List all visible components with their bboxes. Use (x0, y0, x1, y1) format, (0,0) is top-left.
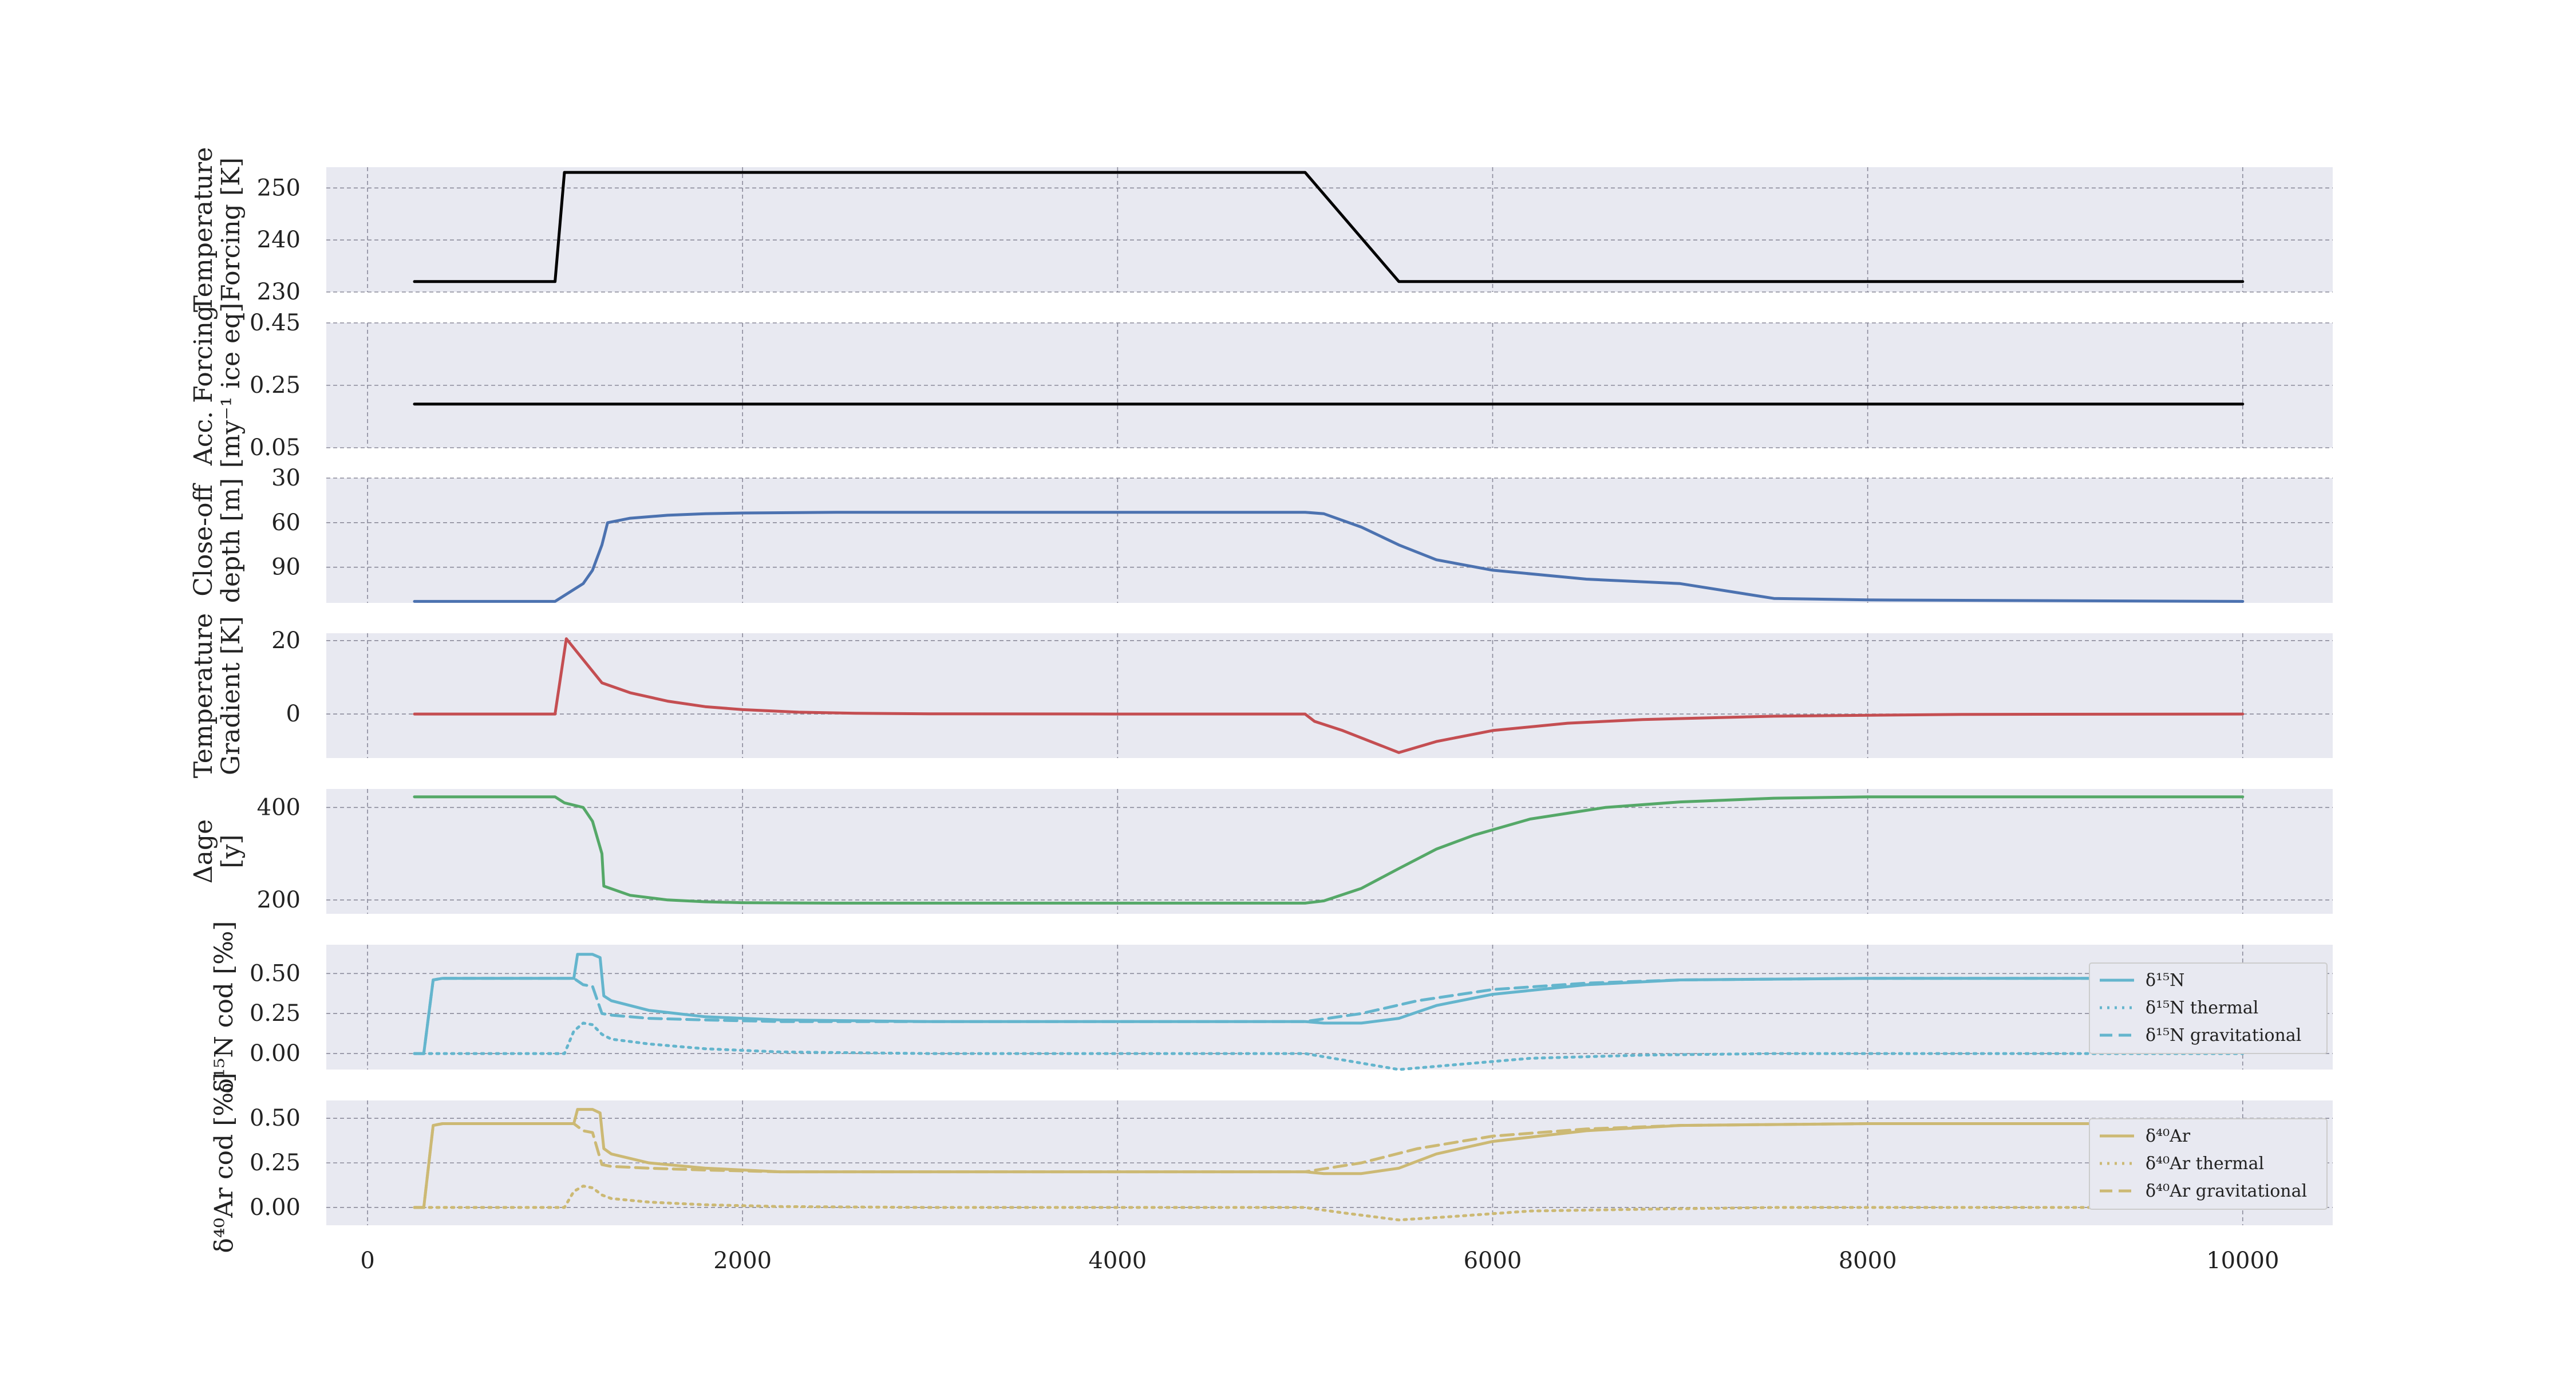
panel-background (326, 478, 2333, 603)
series-line-3 (413, 977, 2245, 1055)
panel-5: 200 400 Δage[y] (189, 789, 2333, 914)
y-axis-label: Close-offdepth [m] (189, 478, 246, 603)
series-line-2 (413, 1185, 2245, 1222)
y-axis-label: Δage[y] (189, 819, 246, 883)
legend-label: δ¹⁵N thermal (2146, 998, 2258, 1018)
panel-7: 0.00 0.25 0.50 δ⁴⁰Ar cod [‰] δ⁴⁰Ar δ⁴⁰Ar ther… (210, 1072, 2333, 1253)
y-axis-label: Acc. Forcing[my⁻¹ ice eq] (189, 303, 246, 468)
x-tick-label: 4000 (1088, 1248, 1147, 1274)
y-tick-label: 0.45 (250, 310, 301, 336)
y-tick-label: 0.25 (250, 1150, 301, 1176)
y-axis-label-line: depth [m] (216, 478, 246, 603)
y-axis-label-line: Close-off (189, 483, 218, 597)
y-tick-label: 230 (257, 279, 301, 305)
x-tick-label: 8000 (1839, 1248, 1897, 1274)
x-tick-label: 6000 (1464, 1248, 1522, 1274)
series-line-2 (413, 1021, 2245, 1071)
y-axis-label-line: δ⁴⁰Ar cod [‰] (210, 1072, 239, 1253)
y-axis-label: TemperatureGradient [K] (189, 613, 246, 778)
y-tick-label: 0.05 (250, 435, 301, 461)
legend-box (2089, 962, 2328, 1054)
legend-label: δ⁴⁰Ar gravitational (2146, 1181, 2307, 1201)
x-tick-label: 0 (360, 1248, 374, 1274)
y-tick-label: 200 (257, 887, 301, 913)
series-line-1 (413, 511, 2245, 603)
panel-4: 0 20 TemperatureGradient [K] (189, 613, 2333, 778)
y-tick-label: 30 (271, 465, 301, 491)
y-axis-label-line: Δage (189, 819, 218, 883)
y-axis-label-line: Temperature (189, 613, 218, 778)
y-tick-label: 400 (257, 794, 301, 820)
y-tick-label: 240 (257, 227, 301, 253)
series-line-1 (413, 795, 2245, 905)
legend-box (2089, 1118, 2328, 1210)
y-axis-label: δ⁴⁰Ar cod [‰] (210, 1072, 239, 1253)
y-tick-label: 0.50 (250, 960, 301, 987)
y-axis-label-line: Acc. Forcing (189, 305, 218, 466)
panel-background (326, 789, 2333, 914)
legend-label: δ¹⁵N gravitational (2146, 1025, 2301, 1045)
y-axis-label: TemperatureForcing [K] (189, 147, 246, 312)
y-axis-label-line: [y] (216, 834, 246, 868)
panel-3: 30 60 90 Close-offdepth [m] (189, 465, 2333, 603)
legend-label: δ⁴⁰Ar (2146, 1126, 2191, 1146)
legend-label: δ¹⁵N (2146, 970, 2184, 991)
legend-label: δ⁴⁰Ar thermal (2146, 1154, 2264, 1174)
y-axis-label-line: [my⁻¹ ice eq] (216, 303, 246, 468)
y-tick-label: 0.25 (250, 1000, 301, 1027)
y-axis-label-line: δ¹⁵N cod [‰] (210, 921, 239, 1094)
panel-background (326, 633, 2333, 758)
panel-1: 230 240 250 TemperatureForcing [K] (189, 147, 2333, 312)
legend: δ¹⁵N δ¹⁵N thermal δ¹⁵N gravitational (2089, 962, 2328, 1054)
y-tick-label: 0.25 (250, 372, 301, 398)
legend: δ⁴⁰Ar δ⁴⁰Ar thermal δ⁴⁰Ar gravitational (2089, 1118, 2328, 1210)
series-line-1 (413, 171, 2245, 283)
panel-6: 0.00 0.25 0.50 δ¹⁵N cod [‰] δ¹⁵N δ¹⁵N thermal… (210, 921, 2333, 1094)
panel-background (326, 167, 2333, 292)
x-tick-label: 2000 (713, 1248, 772, 1274)
y-axis-label: δ¹⁵N cod [‰] (210, 921, 239, 1094)
y-tick-label: 90 (271, 554, 301, 581)
series-line-1 (413, 637, 2245, 754)
y-axis-label-line: Forcing [K] (216, 157, 246, 302)
x-tick-label: 10000 (2206, 1248, 2279, 1274)
y-axis-label-line: Gradient [K] (216, 616, 246, 775)
series-line-3 (413, 1122, 2245, 1209)
y-tick-label: 0.00 (250, 1040, 301, 1067)
y-axis-label-line: Temperature (189, 147, 218, 312)
y-tick-label: 250 (257, 175, 301, 201)
y-tick-label: 0 (286, 701, 301, 727)
y-tick-label: 60 (271, 510, 301, 536)
y-tick-label: 0.50 (250, 1105, 301, 1131)
panel-background (326, 945, 2333, 1070)
y-tick-label: 20 (271, 628, 301, 654)
y-tick-label: 0.00 (250, 1194, 301, 1221)
